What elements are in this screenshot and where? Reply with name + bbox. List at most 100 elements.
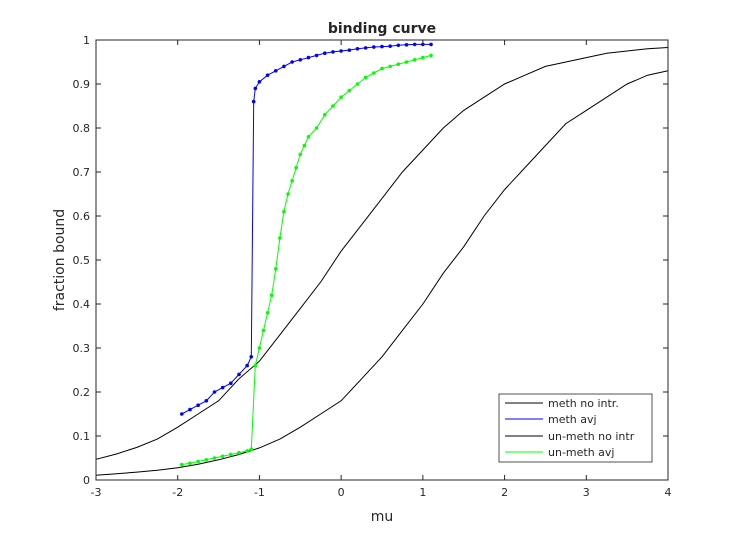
series-point-3 bbox=[261, 328, 266, 333]
x-tick-label: 3 bbox=[583, 486, 590, 499]
series-point-3 bbox=[396, 62, 401, 66]
y-tick-label: 0.1 bbox=[73, 430, 91, 443]
series-point-3 bbox=[282, 209, 286, 214]
x-axis-label: mu bbox=[371, 509, 394, 525]
legend-label-meth-avj: meth avj bbox=[548, 413, 597, 426]
series-point-1 bbox=[282, 64, 286, 69]
series-point-1 bbox=[396, 43, 401, 48]
series-point-3 bbox=[306, 135, 311, 139]
series-point-1 bbox=[273, 69, 278, 73]
series-point-3 bbox=[196, 459, 200, 464]
series-point-1 bbox=[298, 58, 303, 62]
series-line-1 bbox=[181, 43, 431, 415]
series-point-1 bbox=[180, 412, 184, 416]
series-point-3 bbox=[380, 66, 384, 71]
series-point-1 bbox=[249, 355, 254, 359]
series-point-1 bbox=[251, 99, 256, 104]
series-layer bbox=[95, 42, 669, 476]
series-point-1 bbox=[253, 86, 258, 91]
series-point-1 bbox=[237, 372, 241, 377]
y-tick-label: 0 bbox=[83, 474, 90, 487]
series-point-1 bbox=[188, 407, 192, 412]
series-point-3 bbox=[265, 311, 270, 315]
series-point-3 bbox=[278, 236, 282, 240]
series-point-3 bbox=[249, 447, 254, 452]
series-point-3 bbox=[204, 457, 209, 462]
series-point-3 bbox=[347, 88, 352, 93]
x-tick-label: -3 bbox=[91, 486, 102, 499]
series-point-3 bbox=[429, 53, 433, 58]
series-point-3 bbox=[180, 462, 184, 467]
series-point-1 bbox=[429, 42, 433, 47]
series-point-3 bbox=[229, 452, 233, 457]
series-point-1 bbox=[306, 55, 311, 60]
series-point-3 bbox=[372, 71, 376, 75]
legend-label-un-meth-avj: un-meth avj bbox=[548, 446, 614, 459]
series-point-1 bbox=[229, 381, 233, 386]
series-point-1 bbox=[380, 44, 384, 49]
series-line-2 bbox=[95, 70, 669, 476]
series-point-1 bbox=[363, 46, 368, 50]
series-point-3 bbox=[421, 55, 425, 60]
x-tick-label: 2 bbox=[501, 486, 508, 499]
series-point-3 bbox=[298, 152, 303, 157]
y-tick-label: 0.2 bbox=[73, 386, 91, 399]
series-point-3 bbox=[269, 293, 274, 298]
series-point-3 bbox=[286, 192, 290, 196]
series-point-1 bbox=[257, 80, 262, 84]
chart-title: binding curve bbox=[328, 21, 436, 37]
series-point-1 bbox=[314, 53, 319, 58]
series-point-3 bbox=[253, 363, 258, 368]
x-tick-label: -1 bbox=[254, 486, 265, 499]
legend: meth no intr. meth avj un-meth no intr u… bbox=[498, 393, 653, 463]
y-tick-label: 1 bbox=[83, 34, 90, 47]
series-point-3 bbox=[273, 267, 278, 271]
series-point-1 bbox=[196, 403, 200, 408]
series-point-1 bbox=[323, 51, 327, 55]
series-point-1 bbox=[265, 73, 270, 77]
x-tick-label: -2 bbox=[172, 486, 183, 499]
y-tick-label: 0.5 bbox=[73, 254, 91, 267]
series-point-3 bbox=[314, 126, 319, 130]
legend-label-meth-no-intr: meth no intr. bbox=[548, 397, 619, 410]
series-point-3 bbox=[412, 58, 417, 62]
series-point-3 bbox=[339, 95, 343, 99]
legend-box bbox=[498, 393, 653, 463]
series-line-0 bbox=[95, 47, 669, 460]
series-point-1 bbox=[339, 49, 343, 53]
series-point-1 bbox=[220, 385, 225, 390]
series-point-3 bbox=[257, 346, 262, 350]
y-tick-label: 0.6 bbox=[73, 210, 91, 223]
series-point-3 bbox=[294, 165, 299, 170]
series-point-1 bbox=[372, 45, 376, 49]
series-point-1 bbox=[404, 43, 409, 47]
x-tick-label: 1 bbox=[419, 486, 426, 499]
series-point-3 bbox=[363, 75, 368, 80]
series-point-1 bbox=[355, 47, 360, 51]
y-tick-label: 0.7 bbox=[73, 166, 91, 179]
series-point-1 bbox=[204, 399, 209, 403]
series-point-3 bbox=[188, 461, 192, 466]
series-point-1 bbox=[245, 363, 249, 368]
series-point-3 bbox=[355, 82, 360, 86]
series-point-1 bbox=[347, 48, 352, 52]
y-tick-label: 0.9 bbox=[73, 78, 91, 91]
series-point-3 bbox=[331, 104, 335, 108]
series-point-3 bbox=[388, 64, 392, 69]
series-point-3 bbox=[237, 450, 241, 455]
series-point-3 bbox=[220, 454, 225, 459]
y-axis-label: fraction bound bbox=[52, 209, 68, 311]
series-point-3 bbox=[212, 456, 217, 460]
legend-label-un-meth-no-intr: un-meth no intr bbox=[548, 430, 635, 443]
y-tick-label: 0.8 bbox=[73, 122, 91, 135]
x-tick-label: 0 bbox=[338, 486, 345, 499]
series-point-1 bbox=[212, 390, 217, 394]
x-tick-label: 4 bbox=[665, 486, 672, 499]
series-point-3 bbox=[302, 143, 307, 148]
series-point-1 bbox=[388, 44, 392, 48]
series-point-3 bbox=[290, 179, 294, 183]
series-point-1 bbox=[412, 42, 417, 47]
series-point-3 bbox=[323, 113, 327, 117]
